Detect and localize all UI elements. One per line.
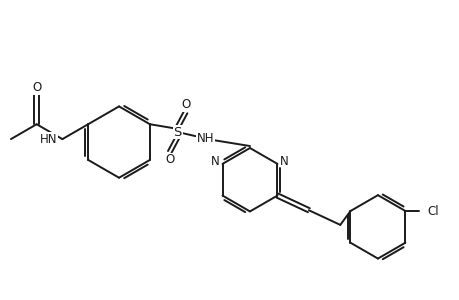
Text: Cl: Cl: [426, 205, 438, 218]
Text: S: S: [173, 126, 181, 139]
Text: O: O: [180, 98, 190, 111]
Text: NH: NH: [196, 132, 214, 145]
Text: N: N: [211, 155, 219, 168]
Text: HN: HN: [40, 133, 57, 146]
Text: O: O: [165, 153, 174, 167]
Text: O: O: [32, 81, 41, 94]
Text: N: N: [280, 155, 288, 168]
